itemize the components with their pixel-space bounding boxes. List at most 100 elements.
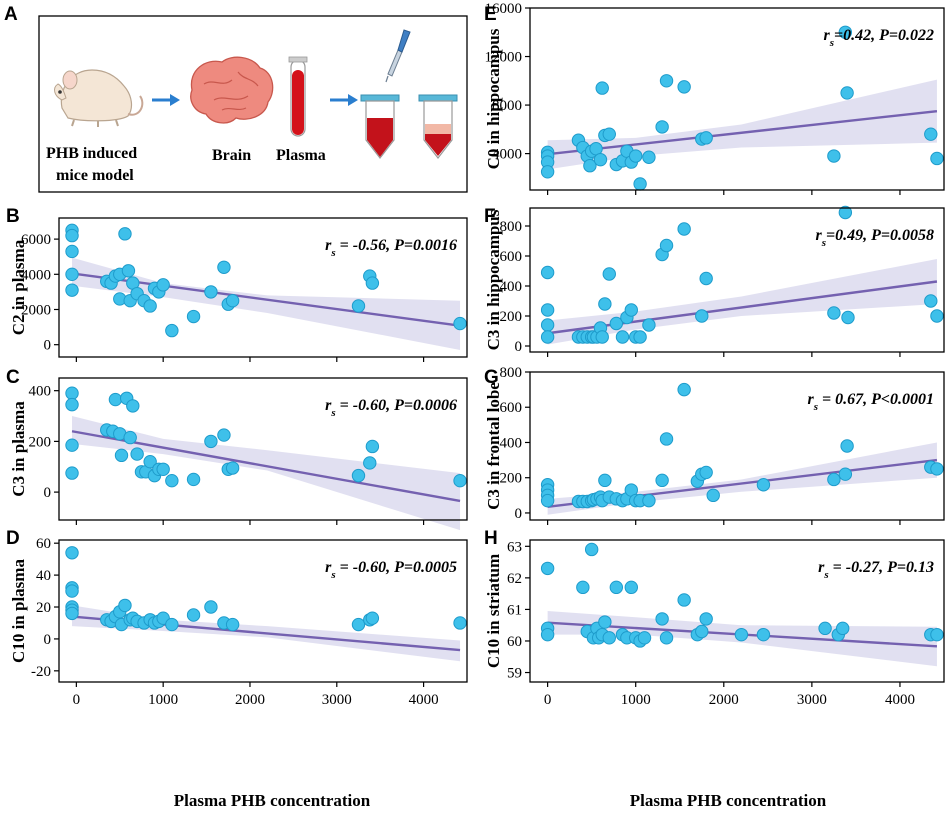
data-point xyxy=(602,127,616,141)
data-point xyxy=(659,631,674,645)
data-point xyxy=(165,323,179,338)
data-point xyxy=(65,244,79,259)
data-point xyxy=(165,473,179,488)
y-tick-label: 4000 xyxy=(492,147,522,163)
data-point xyxy=(598,297,612,311)
data-point xyxy=(351,617,366,632)
correlation-annotation: rs = -0.60, P=0.0006 xyxy=(325,397,457,419)
y-tick-label: 0 xyxy=(515,506,523,522)
data-point xyxy=(699,271,713,286)
data-point xyxy=(118,598,132,613)
data-point xyxy=(609,316,624,331)
data-point xyxy=(629,149,643,163)
data-point xyxy=(165,617,179,632)
data-point xyxy=(540,165,555,179)
x-tick-label: 3000 xyxy=(322,692,352,708)
data-point xyxy=(924,127,938,141)
x-axis-label-right: Plasma PHB concentration xyxy=(630,791,827,810)
data-point xyxy=(838,467,853,481)
brain-label: Brain xyxy=(212,147,251,164)
data-point xyxy=(540,318,555,332)
data-point xyxy=(637,631,652,645)
y-tick-label: 0 xyxy=(515,339,523,355)
data-point xyxy=(453,473,467,488)
panel-label-d: D xyxy=(6,528,20,549)
correlation-annotation: rs=0.42, P=0.022 xyxy=(823,27,934,49)
data-point xyxy=(838,205,853,220)
data-point xyxy=(114,448,129,463)
data-point xyxy=(633,177,647,191)
y-axis-label: C10 in plasma xyxy=(9,559,28,663)
y-tick-label: 800 xyxy=(500,365,523,381)
plot-frame xyxy=(529,539,945,683)
regression-line xyxy=(547,109,938,156)
panel-label-g: G xyxy=(484,367,499,388)
data-point xyxy=(123,430,137,445)
data-point xyxy=(695,309,709,323)
y-tick-label: 62 xyxy=(507,571,522,587)
y-tick-label: 400 xyxy=(500,279,523,295)
data-point xyxy=(699,131,713,145)
x-tick-label: 3000 xyxy=(797,692,827,708)
panel-label-e: E xyxy=(484,4,497,25)
data-point xyxy=(609,580,624,595)
y-tick-label: 0 xyxy=(44,338,52,354)
data-point xyxy=(840,439,854,453)
data-point xyxy=(65,267,79,282)
data-point xyxy=(365,276,380,290)
confidence-band xyxy=(547,79,937,170)
data-point xyxy=(756,627,771,642)
data-point xyxy=(186,309,201,324)
y-tick-label: 63 xyxy=(507,539,522,555)
data-point xyxy=(65,397,79,412)
data-point xyxy=(659,238,674,253)
data-point xyxy=(540,330,555,344)
data-point xyxy=(65,584,79,598)
y-tick-label: 20 xyxy=(36,600,51,616)
y-tick-label: 4000 xyxy=(21,267,51,283)
data-point xyxy=(351,468,366,483)
y-tick-label: 60 xyxy=(36,536,51,552)
x-tick-label: 4000 xyxy=(409,692,439,708)
y-tick-label: 200 xyxy=(500,471,523,487)
data-point xyxy=(827,306,841,320)
correlation-annotation: rs = -0.27, P=0.13 xyxy=(818,559,934,581)
panel-label-c: C xyxy=(6,367,20,388)
data-point xyxy=(130,447,144,461)
data-point xyxy=(598,473,612,488)
data-point xyxy=(540,493,555,508)
data-point xyxy=(633,330,647,344)
plot-frame xyxy=(58,217,468,358)
data-point xyxy=(225,617,240,632)
data-point xyxy=(156,462,170,476)
chart-h: H 59 60 61 62 63 0 1000 2000 3000 4000 C10 in stria… xyxy=(484,528,945,708)
plot-frame xyxy=(58,377,468,521)
y-axis-label: C0 in hippocampus xyxy=(484,28,503,169)
mouse-icon xyxy=(54,69,144,127)
data-point xyxy=(695,624,709,639)
data-point xyxy=(930,309,944,323)
data-point xyxy=(841,310,855,325)
data-point xyxy=(642,150,656,164)
panel-label-a: A xyxy=(4,4,18,25)
plot-frame xyxy=(529,207,945,353)
data-point xyxy=(540,627,555,642)
plot-frame xyxy=(529,371,945,521)
data-point xyxy=(121,264,136,278)
data-point xyxy=(225,293,240,308)
sample-tube-icon-1 xyxy=(360,94,400,159)
panel-label-h: H xyxy=(484,528,498,549)
data-point xyxy=(602,631,616,645)
correlation-annotation: rs = -0.56, P=0.0016 xyxy=(325,237,457,259)
data-point xyxy=(225,461,240,475)
data-point xyxy=(677,382,691,397)
data-point xyxy=(186,472,201,487)
y-tick-label: 200 xyxy=(29,434,52,450)
chart-d: D -20 0 20 40 60 0 1000 2000 3000 4000 C10 in plasm… xyxy=(6,528,468,708)
data-point xyxy=(677,80,691,94)
plot-frame xyxy=(58,539,468,683)
data-point xyxy=(706,488,720,503)
y-tick-label: 0 xyxy=(44,485,52,501)
